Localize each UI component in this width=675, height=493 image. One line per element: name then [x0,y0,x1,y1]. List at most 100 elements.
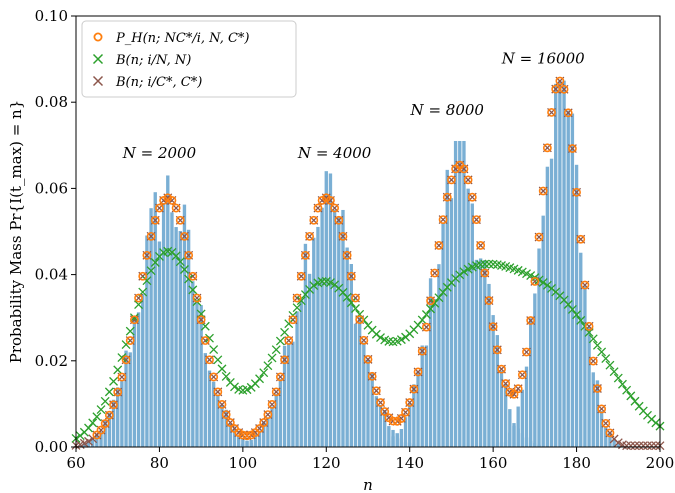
histogram-bar [270,406,274,447]
binomial-c-marker [84,436,93,446]
hypergeometric-marker [396,414,406,423]
histogram-bar [136,312,141,447]
histogram-bar [474,259,479,447]
hypergeometric-marker [488,322,498,332]
hypergeometric-marker [421,322,431,332]
histogram-bar [441,223,445,447]
x-tick-label: 100 [229,454,258,472]
histogram-bar [374,396,379,447]
hypergeometric-marker [367,371,377,381]
histogram-bar [366,359,370,447]
hypergeometric-marker [463,175,473,185]
histogram-bar [495,444,499,447]
histogram-bar [145,235,149,447]
hypergeometric-marker [555,76,565,86]
histogram-bar [453,140,458,448]
hypergeometric-marker [171,203,181,213]
binomial-n-marker [142,276,152,286]
hypergeometric-marker [109,400,118,410]
x-tick-label: 120 [312,454,341,472]
histogram-bar [241,438,245,447]
binomial-n-marker [609,367,619,377]
binomial-n-marker [592,340,602,350]
binomial-n-marker [342,292,352,302]
x-tick-label: 160 [479,454,508,472]
histogram-bar [433,299,437,447]
hypergeometric-marker [142,250,152,260]
histogram-bar [307,273,312,447]
binomial-n-marker [255,374,265,384]
histogram-bar [503,384,508,447]
binomial-n-marker [179,265,189,274]
histogram-bar [337,217,341,447]
hypergeometric-marker [430,268,440,278]
hypergeometric-marker [255,424,264,433]
hypergeometric-marker [497,364,506,374]
histogram-bar [533,293,537,447]
hypergeometric-marker [472,215,481,225]
binomial-n-marker [542,280,552,290]
binomial-n-marker [396,335,406,345]
histogram-bar [412,384,416,447]
histogram-bar [428,278,433,447]
hypergeometric-marker [259,418,269,427]
histogram-bar [153,192,157,447]
histogram-bar [291,341,295,447]
binomial-n-marker [150,258,160,267]
histogram-bar [232,428,237,447]
binomial-n-marker [588,334,598,344]
binomial-n-marker [129,313,139,323]
curve-annotations: N = 2000 N = 4000 N = 8000 N = 16000 [122,49,585,162]
axis-ticks: 60 80 100 120 140 160 180 200 0.00 0.02 0.04 0.06 0.… [35,7,675,472]
binomial-n-marker [146,266,156,276]
hypergeometric-marker [513,384,523,394]
histogram-bar [549,158,554,447]
histogram-bar [483,260,487,447]
histogram-bar [203,353,207,447]
histogram-bar [178,231,182,447]
hypergeometric-marker [305,231,314,241]
hypergeometric-marker [576,234,586,244]
hypergeometric-marker [442,192,452,202]
histogram-bar [387,440,391,447]
histogram-bar [191,281,195,447]
hypergeometric-marker [492,345,502,355]
histogram-bar [224,409,228,447]
binomial-n-marker [622,385,632,395]
hypergeometric-marker [401,407,410,417]
binomial-n-marker [421,310,431,319]
histogram-bar [161,203,166,447]
histogram-bar [524,366,529,447]
histogram-bar [299,298,303,447]
histogram-bar [541,215,545,447]
y-axis-title-text: Probability Mass Pr{I(t_max) = n} [7,100,25,363]
hypergeometric-marker [572,187,581,197]
histogram-bar [237,436,241,447]
histogram-bar [545,166,550,447]
binomial-n-marker [188,285,198,295]
binomial-c-marker [643,441,652,451]
histogram-bar [316,226,320,447]
hypergeometric-marker [409,384,419,394]
binomial-n-marker [217,364,227,374]
binomial-n-marker [242,385,252,395]
histogram-bar [262,421,266,447]
hypergeometric-marker [338,231,348,241]
histogram-bar [537,248,541,447]
histogram-bar [149,208,153,447]
histogram-bar [529,318,533,447]
histogram-bar [508,409,512,447]
hypergeometric-marker [213,387,223,397]
histogram-bar [312,237,316,447]
histogram-bar [128,352,132,447]
histogram-bar [383,443,387,447]
histogram-bar [349,264,353,447]
histogram-bar [470,203,474,447]
hypergeometric-marker [413,367,423,377]
histogram-bar [437,264,441,447]
hypergeometric-marker [288,315,298,325]
binomial-n-marker [567,304,577,314]
hypergeometric-marker [292,293,302,303]
binomial-n-marker [171,251,181,261]
binomial-n-marker [271,345,281,355]
